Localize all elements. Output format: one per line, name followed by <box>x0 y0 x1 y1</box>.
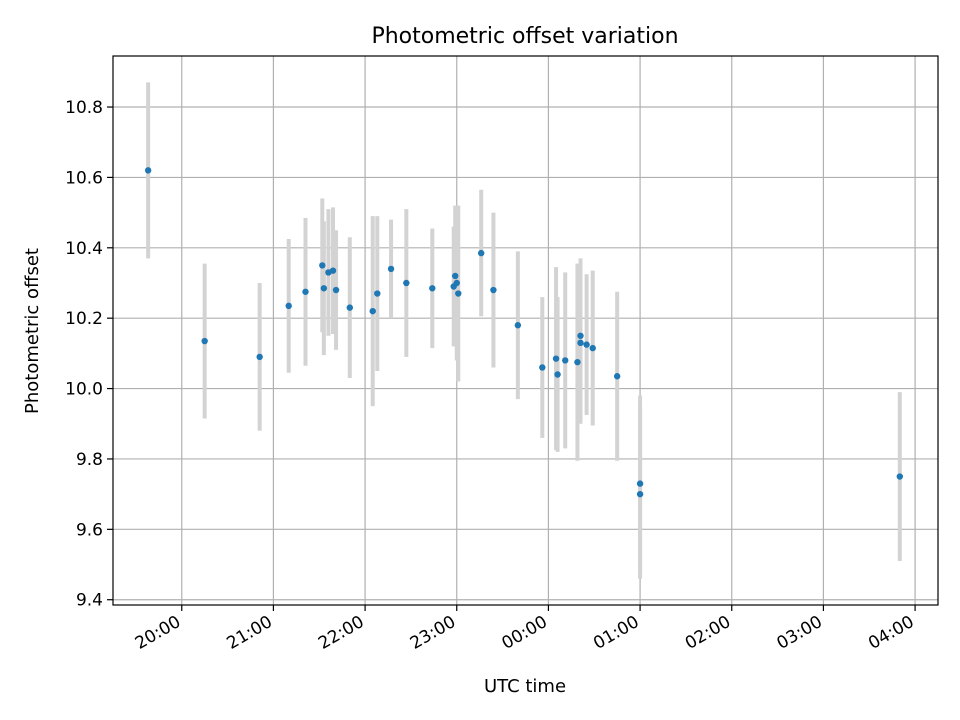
x-tick-label: 23:00 <box>407 612 459 654</box>
x-tick-label: 00:00 <box>498 612 550 654</box>
data-point <box>320 285 328 292</box>
data-point <box>589 344 596 352</box>
data-point <box>583 341 590 348</box>
data-point <box>144 167 152 174</box>
data-point <box>636 480 644 487</box>
data-point <box>302 288 309 295</box>
data-point <box>562 357 569 364</box>
data-point <box>403 279 410 287</box>
y-tick-label: 9.4 <box>76 591 103 611</box>
data-point <box>429 285 436 292</box>
axis-ticks: 20:00 21:00 22:00 23:00 00:00 01:00 02:00 03:00… <box>65 98 917 654</box>
data-point <box>201 337 208 345</box>
data-point <box>490 286 497 294</box>
grid <box>113 56 938 605</box>
plot-frame <box>112 55 939 606</box>
x-tick-label: 21:00 <box>223 612 275 654</box>
y-axis-label: Photometric offset <box>22 248 43 414</box>
y-tick-label: 10.6 <box>65 168 103 188</box>
y-tick-label: 10.4 <box>65 239 103 259</box>
data-point <box>554 371 561 378</box>
x-tick-label: 20:00 <box>132 612 184 654</box>
x-tick-label: 22:00 <box>315 612 367 654</box>
data-point <box>374 290 381 297</box>
x-axis-label: UTC time <box>484 676 566 697</box>
data-point <box>552 355 560 362</box>
y-tick-label: 10.2 <box>65 309 103 329</box>
data-point <box>477 249 485 257</box>
data-point <box>455 290 462 297</box>
data-point <box>319 262 326 269</box>
error-bars <box>146 82 902 579</box>
x-tick-label: 02:00 <box>682 612 734 654</box>
y-tick-label: 10.0 <box>65 380 103 400</box>
y-tick-label: 9.8 <box>76 450 103 470</box>
data-points <box>144 167 904 498</box>
y-tick-label: 10.8 <box>65 98 103 118</box>
data-point <box>256 353 263 361</box>
data-point <box>574 358 581 366</box>
y-tick-label: 9.6 <box>76 520 103 540</box>
data-point <box>346 304 354 311</box>
data-point <box>329 267 337 274</box>
data-point <box>613 373 621 380</box>
data-point <box>896 473 904 480</box>
data-point <box>514 322 522 329</box>
chart-title: Photometric offset variation <box>371 24 678 49</box>
data-point <box>369 307 376 315</box>
data-point <box>452 272 459 280</box>
data-point <box>577 332 584 339</box>
x-tick-label: 03:00 <box>773 612 825 654</box>
x-tick-label: 04:00 <box>865 612 917 654</box>
x-tick-label: 01:00 <box>590 612 642 654</box>
data-point <box>539 364 546 371</box>
data-point <box>636 490 644 498</box>
data-point <box>332 286 340 294</box>
data-point <box>577 339 584 347</box>
data-point <box>387 265 395 273</box>
data-point <box>285 302 292 310</box>
data-point <box>453 279 460 287</box>
